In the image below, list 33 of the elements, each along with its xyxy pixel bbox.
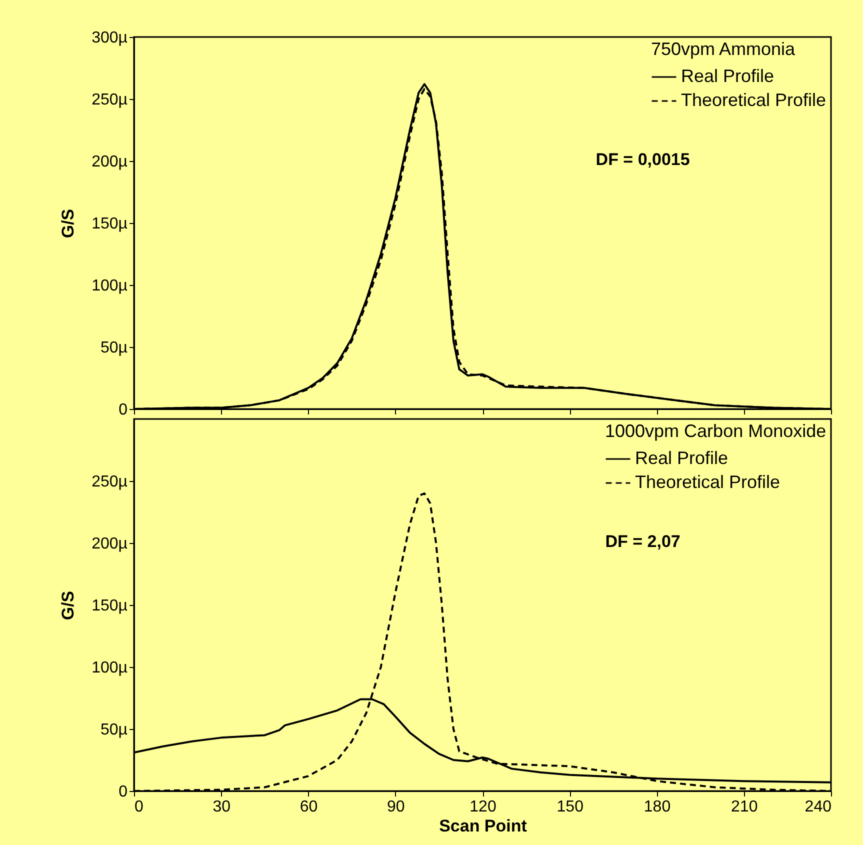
legend-label: Real Profile xyxy=(635,448,728,468)
x-tick-label: 180 xyxy=(644,798,671,816)
y-tick-label: 150µ xyxy=(92,598,128,614)
y-tick-label: 300µ xyxy=(92,30,128,46)
y-tick-label: 100µ xyxy=(92,278,128,294)
y-tick-label: 50µ xyxy=(100,722,128,738)
x-tick-label: 240 xyxy=(804,798,832,816)
legend-label: Theoretical Profile xyxy=(635,472,780,492)
x-tick-label: 0 xyxy=(134,798,144,816)
x-axis-title: Scan Point xyxy=(439,816,528,836)
x-tick-label: 60 xyxy=(300,798,318,816)
y-tick-label: 250µ xyxy=(92,474,128,490)
x-tick-label: 120 xyxy=(470,798,496,816)
legend-label: Real Profile xyxy=(681,66,774,86)
y-axis-title: G/S xyxy=(58,208,78,238)
annotation: DF = 0,0015 xyxy=(596,150,690,169)
annotation: DF = 2,07 xyxy=(605,532,680,551)
legend-title: 750vpm Ammonia xyxy=(651,39,796,59)
y-tick-label: 50µ xyxy=(100,340,128,356)
x-tick-label: 210 xyxy=(731,798,758,816)
legend-label: Theoretical Profile xyxy=(681,90,826,110)
y-tick-label: 200µ xyxy=(92,154,128,170)
y-tick-label: 200µ xyxy=(92,536,128,552)
y-tick-label: 0 xyxy=(118,402,128,418)
x-tick-label: 150 xyxy=(556,798,584,816)
y-tick-label: 100µ xyxy=(92,660,128,676)
y-tick-label: 250µ xyxy=(92,92,128,108)
y-tick-label: 150µ xyxy=(92,216,128,232)
x-tick-label: 90 xyxy=(386,798,405,816)
legend-title: 1000vpm Carbon Monoxide xyxy=(605,421,826,441)
y-tick-label: 0 xyxy=(118,784,128,800)
y-axis-title: G/S xyxy=(58,590,78,620)
x-tick-label: 30 xyxy=(212,798,231,816)
